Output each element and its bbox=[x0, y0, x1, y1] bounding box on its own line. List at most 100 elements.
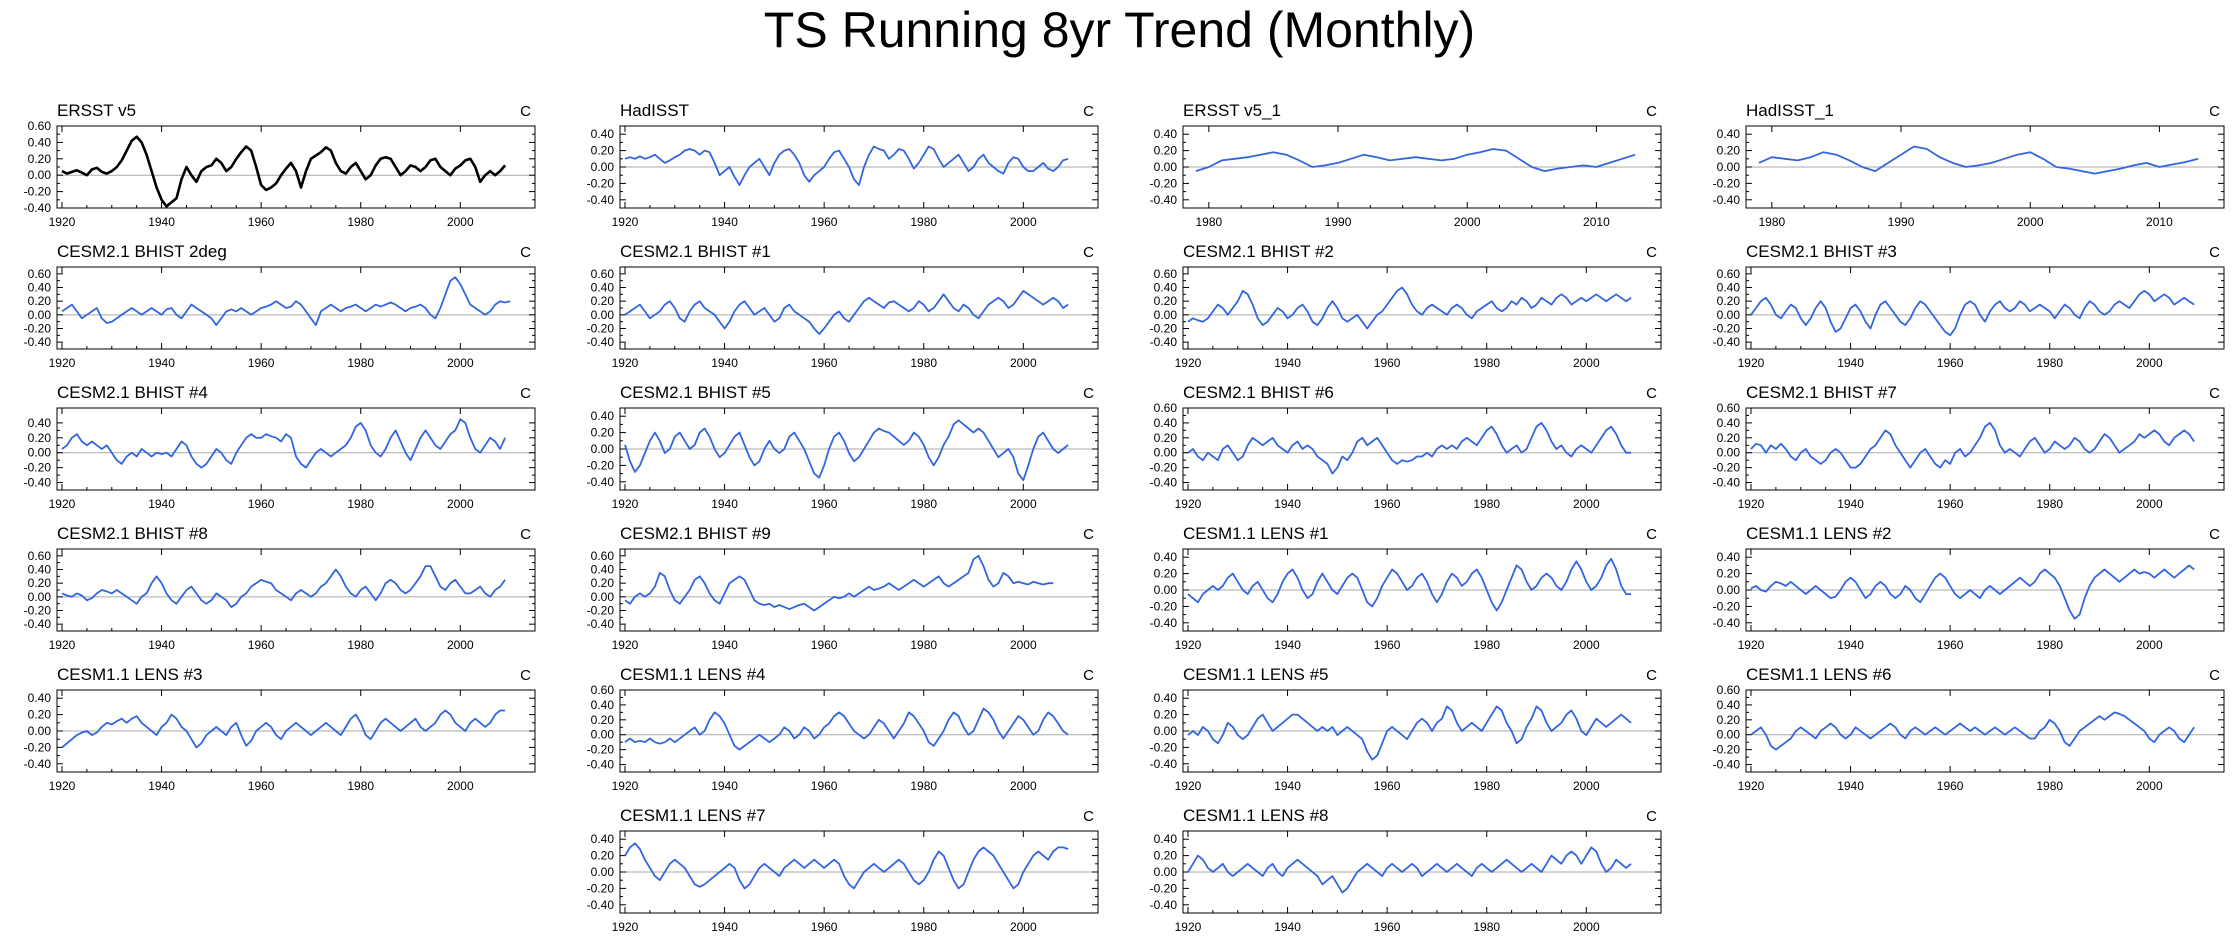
y-tick-label: 0.20 bbox=[28, 431, 52, 445]
x-tick-label: 2000 bbox=[1573, 779, 1600, 793]
x-tick-label: 2010 bbox=[2146, 215, 2173, 229]
y-tick-label: -0.40 bbox=[24, 617, 52, 631]
y-tick-label: 0.40 bbox=[1717, 550, 1741, 564]
panel-unit-label: C bbox=[1646, 808, 1657, 825]
panel-title: CESM1.1 LENS #6 bbox=[1746, 665, 1892, 684]
y-tick-label: 0.20 bbox=[1717, 144, 1741, 158]
y-tick-label: -0.40 bbox=[1150, 476, 1178, 490]
x-tick-label: 1980 bbox=[2036, 779, 2063, 793]
x-tick-label: 2010 bbox=[1583, 215, 1610, 229]
y-tick-label: -0.20 bbox=[24, 185, 52, 199]
panel-title: CESM1.1 LENS #8 bbox=[1183, 806, 1329, 825]
x-tick-label: 1920 bbox=[1738, 779, 1765, 793]
y-tick-label: -0.40 bbox=[1150, 616, 1178, 630]
x-tick-label: 1940 bbox=[1274, 497, 1301, 511]
series-line bbox=[1187, 421, 1632, 475]
x-tick-label: 1980 bbox=[1473, 497, 1500, 511]
x-tick-label: 2000 bbox=[1010, 638, 1037, 652]
y-tick-label: 0.00 bbox=[591, 442, 615, 456]
y-tick-label: 0.20 bbox=[1154, 567, 1178, 581]
panel-title: CESM2.1 BHIST #9 bbox=[620, 524, 771, 543]
y-tick-label: -0.20 bbox=[1713, 322, 1741, 336]
y-tick-label: 0.00 bbox=[1717, 160, 1741, 174]
y-tick-label: 0.00 bbox=[1717, 728, 1741, 742]
y-tick-label: -0.40 bbox=[587, 335, 615, 349]
x-tick-label: 1980 bbox=[910, 356, 937, 370]
y-tick-label: 0.40 bbox=[1717, 698, 1741, 712]
y-tick-label: 0.20 bbox=[1154, 431, 1178, 445]
x-tick-label: 1920 bbox=[1738, 356, 1765, 370]
y-tick-label: -0.40 bbox=[24, 335, 52, 349]
y-tick-label: -0.40 bbox=[24, 476, 52, 490]
panel-10: CESM2.1 BHIST #5 C -0.40 -0.20 0.00 0.20 0.40 1… bbox=[587, 383, 1099, 511]
x-tick-label: 1980 bbox=[1758, 215, 1785, 229]
plot-frame bbox=[619, 407, 1099, 491]
y-tick-label: 0.20 bbox=[591, 849, 615, 863]
y-tick-label: -0.40 bbox=[1150, 898, 1178, 912]
series-line bbox=[624, 554, 1054, 612]
y-tick-label: 0.20 bbox=[1717, 431, 1741, 445]
y-tick-label: 0.20 bbox=[1154, 708, 1178, 722]
panel-7: CESM2.1 BHIST #2 C -0.40-0.200.000.200.400… bbox=[1150, 242, 1662, 370]
x-tick-label: 1960 bbox=[1937, 497, 1964, 511]
x-tick-label: 1920 bbox=[612, 356, 639, 370]
x-tick-label: 1980 bbox=[910, 215, 937, 229]
panel-20: CESM1.1 LENS #6 C -0.40-0.200.000.200.400.… bbox=[1713, 665, 2225, 793]
x-tick-label: 1940 bbox=[148, 215, 175, 229]
panel-4: HadISST_1 C -0.40 -0.20 0.00 0.20 0.40 1980 1990… bbox=[1713, 101, 2225, 229]
y-tick-label: 0.20 bbox=[28, 294, 52, 308]
panel-15: CESM1.1 LENS #1 C -0.40 -0.20 0.00 0.20 0.40 19… bbox=[1150, 524, 1662, 652]
panel-17: CESM1.1 LENS #3 C -0.40 -0.20 0.00 0.20 0.40 19… bbox=[24, 665, 536, 793]
y-tick-label: -0.20 bbox=[1713, 743, 1741, 757]
x-tick-label: 1920 bbox=[49, 779, 76, 793]
y-tick-label: -0.20 bbox=[587, 881, 615, 895]
series-line bbox=[1187, 557, 1632, 612]
y-tick-label: -0.40 bbox=[1150, 757, 1178, 771]
y-tick-label: 0.00 bbox=[1154, 865, 1178, 879]
x-tick-label: 1920 bbox=[612, 779, 639, 793]
y-tick-label: -0.40 bbox=[24, 201, 52, 215]
panel-unit-label: C bbox=[1083, 103, 1094, 120]
y-tick-label: -0.40 bbox=[587, 898, 615, 912]
figure-title: TS Running 8yr Trend (Monthly) bbox=[763, 2, 1476, 58]
y-tick-label: 0.40 bbox=[591, 698, 615, 712]
y-tick-label: 0.00 bbox=[591, 590, 615, 604]
x-tick-label: 1920 bbox=[612, 497, 639, 511]
panel-unit-label: C bbox=[2209, 526, 2220, 543]
y-tick-label: -0.20 bbox=[24, 322, 52, 336]
y-tick-label: -0.20 bbox=[587, 743, 615, 757]
x-tick-label: 1940 bbox=[1274, 920, 1301, 934]
y-tick-label: -0.20 bbox=[24, 740, 52, 754]
x-tick-label: 1960 bbox=[811, 638, 838, 652]
y-tick-label: 0.40 bbox=[591, 409, 615, 423]
panel-unit-label: C bbox=[1646, 526, 1657, 543]
y-tick-label: 0.40 bbox=[591, 563, 615, 577]
x-tick-label: 1920 bbox=[1175, 779, 1202, 793]
y-tick-label: -0.20 bbox=[1150, 322, 1178, 336]
panel-title: HadISST bbox=[620, 101, 689, 120]
x-tick-label: 1920 bbox=[612, 215, 639, 229]
y-tick-label: 0.40 bbox=[28, 563, 52, 577]
panel-11: CESM2.1 BHIST #6 C -0.40-0.200.000.200.400… bbox=[1150, 383, 1662, 511]
y-tick-label: 0.20 bbox=[1717, 567, 1741, 581]
panel-13: CESM2.1 BHIST #8 C -0.40-0.200.000.200.400… bbox=[24, 524, 536, 652]
y-tick-label: -0.20 bbox=[1150, 740, 1178, 754]
plot-frame bbox=[56, 266, 536, 350]
series-line bbox=[624, 842, 1069, 890]
panel-unit-label: C bbox=[1083, 808, 1094, 825]
x-tick-label: 1960 bbox=[1374, 497, 1401, 511]
panel-unit-label: C bbox=[1083, 385, 1094, 402]
series-line bbox=[61, 135, 507, 208]
x-tick-label: 1920 bbox=[1738, 638, 1765, 652]
x-tick-label: 1960 bbox=[811, 779, 838, 793]
y-tick-label: 0.60 bbox=[1717, 683, 1741, 697]
y-tick-label: -0.40 bbox=[24, 757, 52, 771]
x-tick-label: 1980 bbox=[1473, 356, 1500, 370]
panel-title: CESM2.1 BHIST #2 bbox=[1183, 242, 1334, 261]
x-tick-label: 2000 bbox=[1010, 779, 1037, 793]
x-tick-label: 1940 bbox=[148, 356, 175, 370]
series-line bbox=[1187, 846, 1632, 894]
y-tick-label: 0.40 bbox=[1717, 127, 1741, 141]
panel-2: HadISST C -0.40 -0.20 0.00 0.20 0.40 1920 1940 19… bbox=[587, 101, 1099, 229]
